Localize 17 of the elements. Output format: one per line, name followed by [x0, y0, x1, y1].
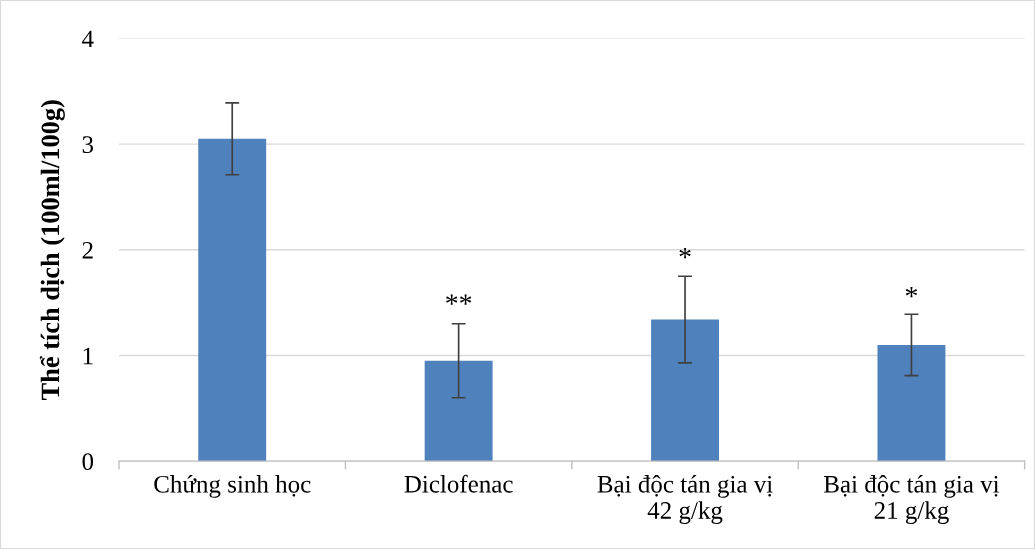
annotation: **	[446, 294, 472, 305]
y-tick-label: 1	[83, 347, 93, 365]
y-tick-label: 0	[82, 453, 94, 471]
y-tick-label: 4	[82, 30, 94, 48]
annotation: *	[679, 247, 691, 259]
x-tick-label: Diclofenac	[404, 474, 513, 493]
bar	[198, 138, 267, 462]
bar	[877, 344, 946, 462]
bar	[651, 319, 719, 462]
y-axis-title: Thể tích dịch (100ml/100g)	[39, 100, 65, 401]
y-tick-label: 2	[82, 241, 93, 259]
x-tick-label: Bại độc tán gia vị 21 g/kg	[823, 475, 1000, 525]
bar	[424, 360, 493, 462]
x-tick-label: Chứng sinh học	[154, 475, 311, 498]
x-tick-label: Bại độc tán gia vị 42 g/kg	[597, 475, 773, 525]
annotation: *	[905, 287, 918, 298]
y-tick-label: 3	[82, 136, 94, 154]
